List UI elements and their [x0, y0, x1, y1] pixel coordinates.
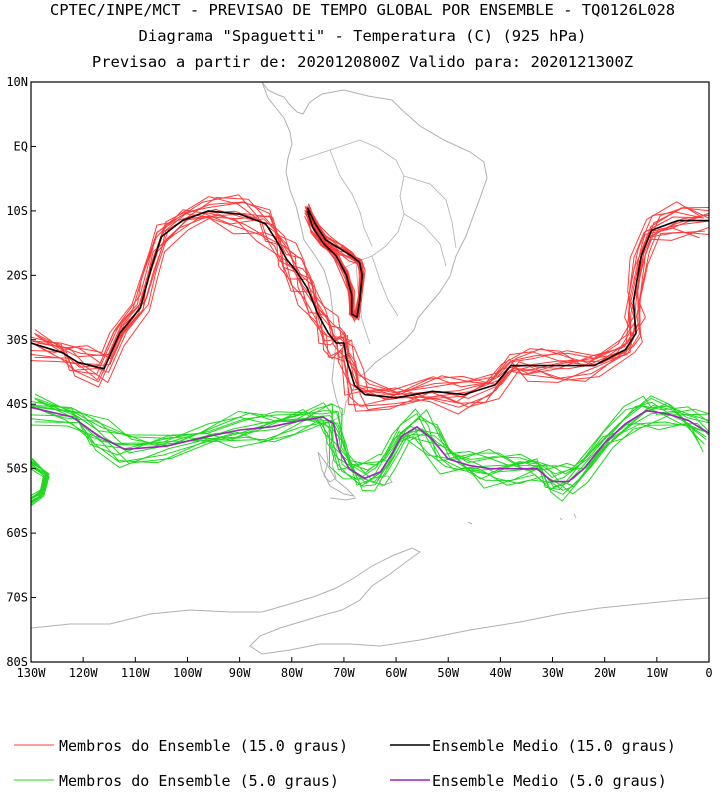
coastline-layer — [31, 82, 709, 655]
title-line-1: CPTEC/INPE/MCT - PREVISAO DE TEMPO GLOBA… — [49, 1, 676, 19]
lon-tick-label: 50W — [437, 666, 459, 680]
ensemble-member-contour — [31, 414, 704, 502]
lon-tick-label: 130W — [17, 666, 47, 680]
lon-tick-label: 40W — [490, 666, 512, 680]
ensemble-member-contour — [31, 464, 49, 506]
lat-tick-label: 70S — [6, 591, 28, 605]
ensemble-member-contour — [31, 402, 709, 475]
ensemble-member-contour — [31, 461, 47, 499]
legend-label-mean-5: Ensemble Medio (5.0 graus) — [432, 772, 667, 790]
ensemble-member-contour — [33, 197, 709, 396]
ensemble-member-contour — [31, 216, 705, 408]
lon-tick-label: 110W — [121, 666, 151, 680]
plot-frame — [30, 81, 710, 663]
ensemble-member-contour — [31, 462, 45, 500]
legend-label-mean-15: Ensemble Medio (15.0 graus) — [432, 737, 676, 755]
lat-tick-label: 10S — [6, 204, 28, 218]
lat-tick-label: 60S — [6, 526, 28, 540]
lon-tick-label: 20W — [594, 666, 616, 680]
ensemble-member-contour — [31, 196, 704, 393]
lon-tick-label: 30W — [542, 666, 564, 680]
ensemble-mean-contour — [31, 406, 709, 483]
title-line-2: Diagrama "Spaguetti" - Temperatura (C) (… — [138, 27, 587, 45]
lat-tick-label: 40S — [6, 397, 28, 411]
ensemble-mean-contour — [31, 210, 709, 399]
lon-tick-label: 0 — [705, 666, 712, 680]
lon-tick-label: 60W — [385, 666, 407, 680]
ensemble-member-contour — [305, 206, 363, 316]
title-line-3: Previsao a partir de: 2020120800Z Valido… — [91, 53, 634, 71]
lon-tick-label: 90W — [229, 666, 251, 680]
lat-tick-label: EQ — [14, 139, 28, 153]
plot-area — [31, 82, 709, 662]
antarctica-coastline — [31, 547, 709, 655]
lat-tick-label: 10N — [6, 75, 28, 89]
tierra-del-fuego — [317, 451, 357, 501]
contour-layer — [31, 194, 709, 506]
ensemble-mean-contour-andes — [306, 207, 363, 318]
legend-label-members-15: Membros do Ensemble (15.0 graus) — [59, 737, 348, 755]
ensemble-member-contour — [31, 395, 709, 471]
lat-tick-label: 20S — [6, 268, 28, 282]
lon-tick-label: 100W — [173, 666, 203, 680]
ensemble-member-contour — [31, 465, 47, 505]
lat-tick-label: 80S — [6, 655, 28, 669]
ensemble-member-contour — [34, 213, 709, 411]
ensemble-member-contour — [34, 419, 709, 495]
lon-tick-label: 70W — [333, 666, 355, 680]
legend-label-members-5: Membros do Ensemble (5.0 graus) — [59, 772, 339, 790]
south-atlantic-islands — [467, 513, 577, 525]
country-borders — [299, 139, 457, 345]
falklands — [377, 475, 393, 487]
lon-tick-label: 120W — [69, 666, 99, 680]
south-america-coastline — [261, 82, 488, 483]
lat-tick-label: 30S — [6, 333, 28, 347]
legend: Membros do Ensemble (15.0 graus) Ensembl… — [14, 737, 676, 790]
ensemble-member-contour — [34, 397, 709, 475]
lon-tick-label: 80W — [281, 666, 303, 680]
lon-tick-label: 10W — [646, 666, 668, 680]
lat-tick-label: 50S — [6, 462, 28, 476]
